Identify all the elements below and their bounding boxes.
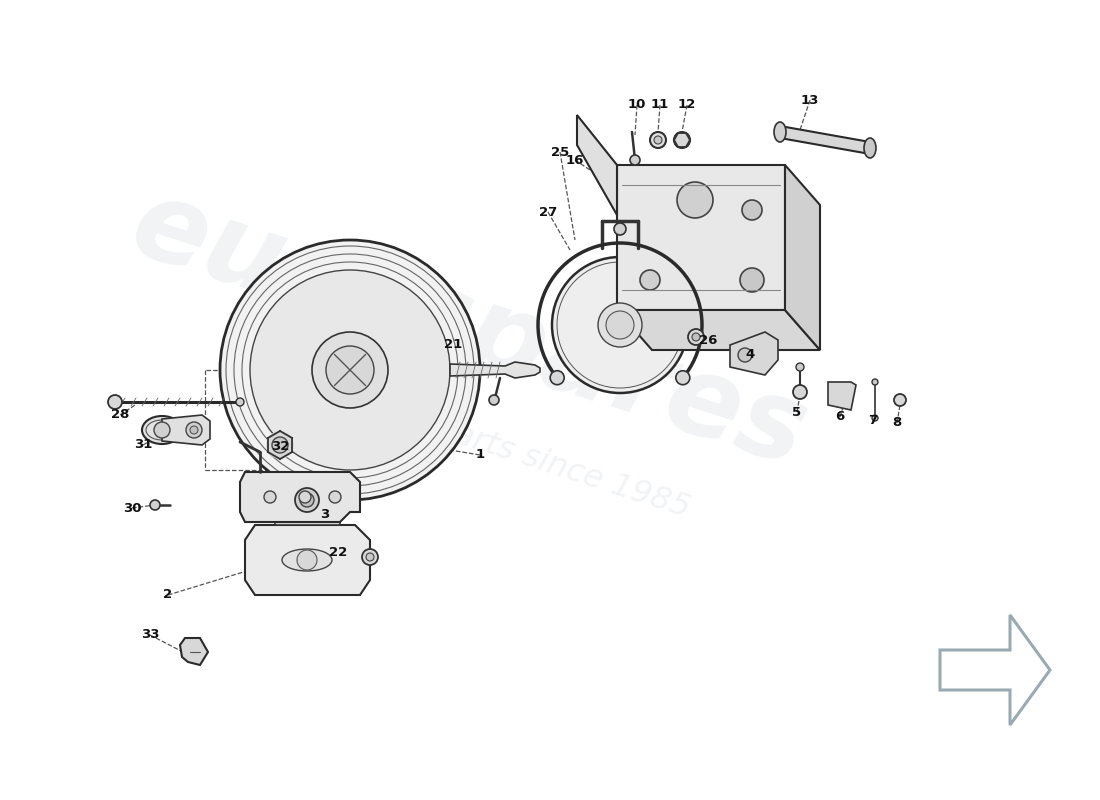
Text: 4: 4 [746, 349, 755, 362]
Circle shape [650, 132, 666, 148]
Text: 30: 30 [123, 502, 141, 514]
Circle shape [490, 395, 499, 405]
Circle shape [606, 311, 634, 339]
Text: 6: 6 [835, 410, 845, 423]
Circle shape [675, 370, 690, 385]
Polygon shape [450, 362, 540, 378]
Text: 5: 5 [792, 406, 802, 418]
Circle shape [362, 549, 378, 565]
Text: 33: 33 [141, 629, 160, 642]
Text: 10: 10 [628, 98, 646, 111]
Text: 2: 2 [164, 589, 173, 602]
Circle shape [250, 270, 450, 470]
Circle shape [326, 346, 374, 394]
Circle shape [692, 333, 700, 341]
Polygon shape [180, 638, 208, 665]
Circle shape [793, 385, 807, 399]
Circle shape [186, 422, 202, 438]
Text: 27: 27 [539, 206, 557, 218]
Text: 1: 1 [475, 449, 485, 462]
Circle shape [272, 437, 288, 453]
Circle shape [329, 491, 341, 503]
Circle shape [598, 303, 642, 347]
Ellipse shape [552, 257, 688, 393]
Circle shape [630, 155, 640, 165]
Circle shape [614, 223, 626, 235]
Text: 26: 26 [698, 334, 717, 346]
Circle shape [266, 431, 294, 459]
Circle shape [676, 182, 713, 218]
Circle shape [236, 398, 244, 406]
Circle shape [688, 329, 704, 345]
Text: 3: 3 [320, 509, 330, 522]
Polygon shape [780, 126, 870, 154]
Circle shape [740, 268, 764, 292]
Polygon shape [828, 382, 856, 410]
Polygon shape [240, 472, 360, 522]
Circle shape [654, 136, 662, 144]
Text: 28: 28 [111, 409, 129, 422]
Circle shape [674, 132, 690, 148]
Circle shape [295, 488, 319, 512]
Circle shape [299, 491, 311, 503]
Ellipse shape [142, 416, 182, 444]
Text: 16: 16 [565, 154, 584, 166]
Text: 8: 8 [892, 417, 902, 430]
Text: 22: 22 [329, 546, 348, 558]
Circle shape [796, 363, 804, 371]
Text: eurospares: eurospares [120, 170, 821, 490]
Polygon shape [162, 415, 210, 445]
Text: 31: 31 [134, 438, 152, 451]
Circle shape [220, 240, 480, 500]
Polygon shape [245, 525, 370, 595]
Circle shape [108, 395, 122, 409]
Text: 13: 13 [801, 94, 820, 106]
Circle shape [742, 200, 762, 220]
Text: 32: 32 [271, 441, 289, 454]
Polygon shape [617, 310, 820, 350]
Ellipse shape [864, 138, 876, 158]
Circle shape [738, 348, 752, 362]
Polygon shape [578, 115, 617, 215]
Circle shape [264, 491, 276, 503]
Circle shape [872, 379, 878, 385]
Circle shape [312, 332, 388, 408]
Circle shape [366, 553, 374, 561]
Polygon shape [730, 332, 778, 375]
Circle shape [550, 370, 564, 385]
Polygon shape [785, 165, 820, 350]
Text: 7: 7 [868, 414, 878, 426]
Text: 25: 25 [551, 146, 569, 158]
Polygon shape [275, 507, 340, 525]
Text: 11: 11 [651, 98, 669, 111]
Circle shape [300, 493, 313, 507]
Ellipse shape [774, 122, 786, 142]
Text: 12: 12 [678, 98, 696, 111]
Circle shape [190, 426, 198, 434]
Text: 21: 21 [444, 338, 462, 351]
Text: a passion for parts since 1985: a passion for parts since 1985 [226, 346, 694, 524]
Circle shape [297, 550, 317, 570]
Circle shape [872, 415, 878, 421]
Polygon shape [617, 165, 785, 310]
Circle shape [150, 500, 160, 510]
Circle shape [154, 422, 170, 438]
Circle shape [640, 270, 660, 290]
Ellipse shape [282, 549, 332, 571]
Circle shape [894, 394, 906, 406]
